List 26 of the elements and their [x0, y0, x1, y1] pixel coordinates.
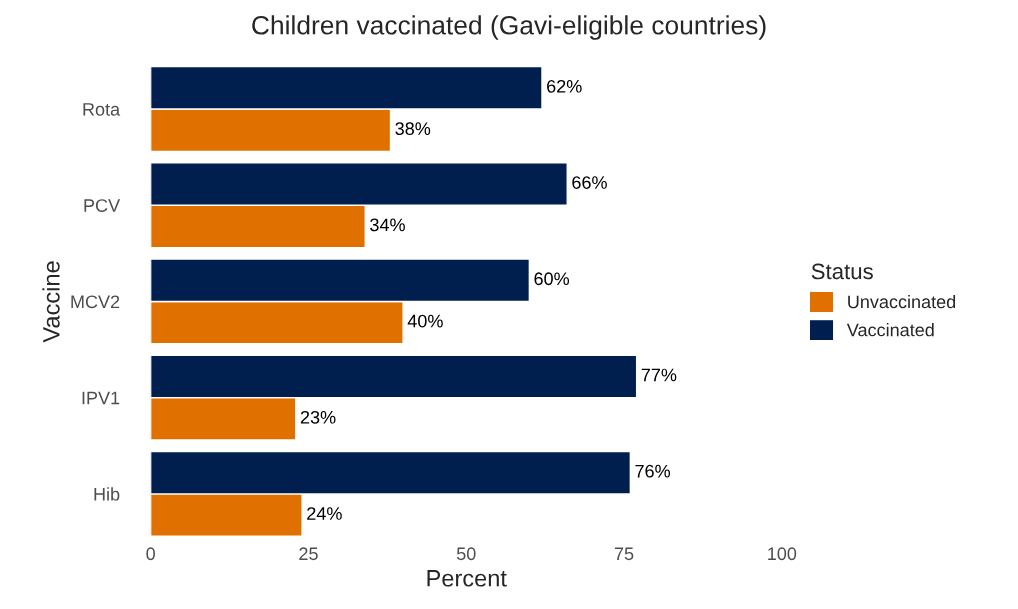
legend-label: Vaccinated	[846, 323, 934, 337]
legend-label: Unvaccinated	[848, 294, 956, 309]
x-tick-label: 25	[299, 547, 318, 561]
x-tick-label: 100	[768, 547, 797, 561]
data-label: 62%	[547, 79, 582, 93]
data-label: 23%	[300, 410, 336, 424]
y-tick-label: IPV1	[82, 391, 120, 405]
x-tick-label: 50	[456, 547, 476, 561]
data-label: 60%	[534, 272, 570, 286]
data-label: 24%	[307, 507, 342, 520]
chart-title: Children vaccinated (Gavi-eligible countries)	[252, 15, 766, 40]
data-label: 66%	[572, 176, 607, 189]
data-label: 34%	[370, 218, 405, 232]
x-tick-label: 75	[614, 547, 634, 561]
data-label: 38%	[395, 122, 431, 136]
y-tick-label: MCV2	[71, 295, 120, 309]
data-label: 77%	[641, 368, 677, 382]
y-tick-label: PCV	[84, 199, 121, 212]
data-label: 76%	[635, 464, 671, 478]
y-tick-label: Rota	[83, 103, 121, 116]
data-label: 40%	[407, 314, 443, 328]
x-tick-label: 0	[146, 547, 155, 561]
legend-title: Status	[811, 263, 873, 280]
x-axis-title: Percent	[427, 570, 507, 587]
y-tick-label: Hib	[94, 487, 120, 501]
y-axis-title: Vaccine	[42, 261, 60, 343]
